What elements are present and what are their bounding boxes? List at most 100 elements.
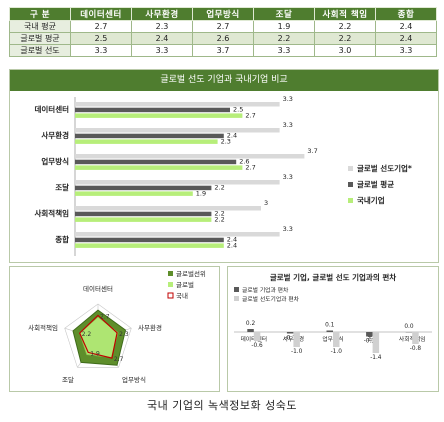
legend-label: 국내 xyxy=(176,291,188,300)
data-label: -1.0 xyxy=(331,349,343,355)
header-cell: 구 분 xyxy=(9,7,71,21)
data-label: 2.2 xyxy=(214,184,224,192)
header-cell: 데이터센터 xyxy=(70,7,132,21)
bar xyxy=(247,329,254,332)
bar xyxy=(293,332,300,347)
comparison-chart-panel: 글로벌 선도 기업과 국내기업 비교 데이터센터 3.3 2.5 2.7 사무환경 3.3… xyxy=(9,69,439,263)
radar-series xyxy=(78,314,118,359)
table-cell: 2.2 xyxy=(253,32,315,45)
bar xyxy=(75,217,212,222)
bar xyxy=(75,191,193,196)
bar xyxy=(75,206,261,211)
legend-swatch xyxy=(348,166,353,171)
table-row: 글로벌 평균 2.5 2.4 2.6 2.2 2.2 2.4 xyxy=(9,32,437,45)
header-cell: 업무방식 xyxy=(192,7,254,21)
table-cell: 3.3 xyxy=(253,44,315,57)
data-label: 0.0 xyxy=(404,324,414,330)
row-label: 글로벌 평균 xyxy=(9,32,71,45)
radar-category-label: 조달 xyxy=(62,376,74,384)
data-label: 2.7 xyxy=(245,111,255,119)
radar-value: 2.7 xyxy=(100,313,110,320)
table-cell: 1.9 xyxy=(253,20,315,33)
category-label: 조달 xyxy=(55,182,69,192)
table-cell: 2.4 xyxy=(375,32,437,45)
table-cell: 2.2 xyxy=(314,20,376,33)
legend-label: 국내기업 xyxy=(357,195,385,205)
legend-swatch xyxy=(168,282,173,287)
data-label: 3.3 xyxy=(283,225,293,233)
radar-category-label: 사회적책임 xyxy=(28,323,58,332)
table-cell: 2.4 xyxy=(131,32,193,45)
bar xyxy=(75,237,224,243)
header-cell: 사무환경 xyxy=(131,7,193,21)
radar-value: 1.9 xyxy=(90,350,100,357)
table-cell: 2.7 xyxy=(192,20,254,33)
category-label: 사회적책임 xyxy=(35,208,70,218)
header-cell: 조달 xyxy=(253,7,315,21)
bar xyxy=(75,185,212,191)
legend-label: 글로벌선위 xyxy=(176,269,206,278)
legend-swatch xyxy=(348,182,353,187)
bar xyxy=(333,332,340,347)
category-label: 데이터센터 xyxy=(35,104,70,114)
data-label: -0.6 xyxy=(251,343,263,349)
bar xyxy=(75,102,280,107)
data-label: 0.2 xyxy=(246,321,256,327)
data-label: 1.9 xyxy=(196,189,206,197)
gap-chart-title: 글로벌 기업, 글로벌 선도 기업과의 편차 xyxy=(270,272,396,282)
bar xyxy=(326,330,333,332)
legend-label: 글로벌 평균 xyxy=(357,179,394,189)
bar xyxy=(286,332,294,334)
table-cell: 3.0 xyxy=(314,44,376,57)
table-cell: 2.6 xyxy=(192,32,254,45)
data-label: 3.3 xyxy=(283,173,293,181)
data-label: 3 xyxy=(264,199,268,207)
radar-chart-panel: 2.7 2.3 2.7 1.9 2.2 데이터센터 사무환경 업무방식 조달 사회적책임 글로벌선위… xyxy=(9,266,220,392)
table-cell: 2.3 xyxy=(131,20,193,33)
legend-label: 글로벌 기업과 편차 xyxy=(242,286,289,294)
data-label: -0.8 xyxy=(410,346,422,352)
category-label: 데이터센터 xyxy=(240,335,267,343)
radar-category-label: 업무방식 xyxy=(122,375,146,384)
header-cell: 사회적 책임 xyxy=(314,7,376,21)
legend-label: 글로벌 선도기업과 편차 xyxy=(242,295,300,303)
data-label: 2.2 xyxy=(214,210,224,218)
figure-caption: 국내 기업의 녹색정보화 성숙도 xyxy=(146,399,298,412)
radar-value: 2.3 xyxy=(119,331,129,338)
data-label: 2.5 xyxy=(233,106,243,114)
data-label: 3.3 xyxy=(283,95,293,103)
data-label: 2.3 xyxy=(221,137,231,145)
bar xyxy=(75,154,305,159)
data-label: 2.4 xyxy=(227,132,237,140)
table-row: 글로벌 선도 3.3 3.3 3.7 3.3 3.0 3.3 xyxy=(9,44,437,57)
bar xyxy=(75,128,280,133)
data-label: 3.7 xyxy=(307,147,317,155)
radar-category-label: 사무환경 xyxy=(138,323,162,332)
legend-swatch xyxy=(234,296,239,301)
table-cell: 2.5 xyxy=(70,32,132,45)
data-label: -0.1 xyxy=(284,336,296,342)
data-label: -1.4 xyxy=(370,355,382,361)
table-header-row: 구 분 데이터센터 사무환경 업무방식 조달 사회적 책임 종합 xyxy=(9,7,437,21)
bar xyxy=(75,133,224,139)
bar xyxy=(75,211,212,217)
table-cell: 3.3 xyxy=(131,44,193,57)
data-label: 2.7 xyxy=(245,163,255,171)
bar xyxy=(372,332,380,353)
data-label: 3.3 xyxy=(283,121,293,129)
bar xyxy=(75,139,218,144)
summary-table: 구 분 데이터센터 사무환경 업무방식 조달 사회적 책임 종합 국내 평균 2… xyxy=(9,7,437,57)
legend-swatch xyxy=(167,292,174,299)
row-label: 국내 평균 xyxy=(9,20,71,33)
comparison-bar-chart: 데이터센터3.32.52.7사무환경3.32.42.3업무방식3.72.62.7… xyxy=(35,95,412,256)
legend-label: 글로벌 xyxy=(176,280,194,289)
data-label: 0.1 xyxy=(325,323,335,329)
header-cell: 종합 xyxy=(375,7,437,21)
radar-value: 2.2 xyxy=(82,331,92,338)
data-label: -0.3 xyxy=(364,339,376,345)
table-cell: 3.7 xyxy=(192,44,254,57)
table-cell: 3.3 xyxy=(70,44,132,57)
